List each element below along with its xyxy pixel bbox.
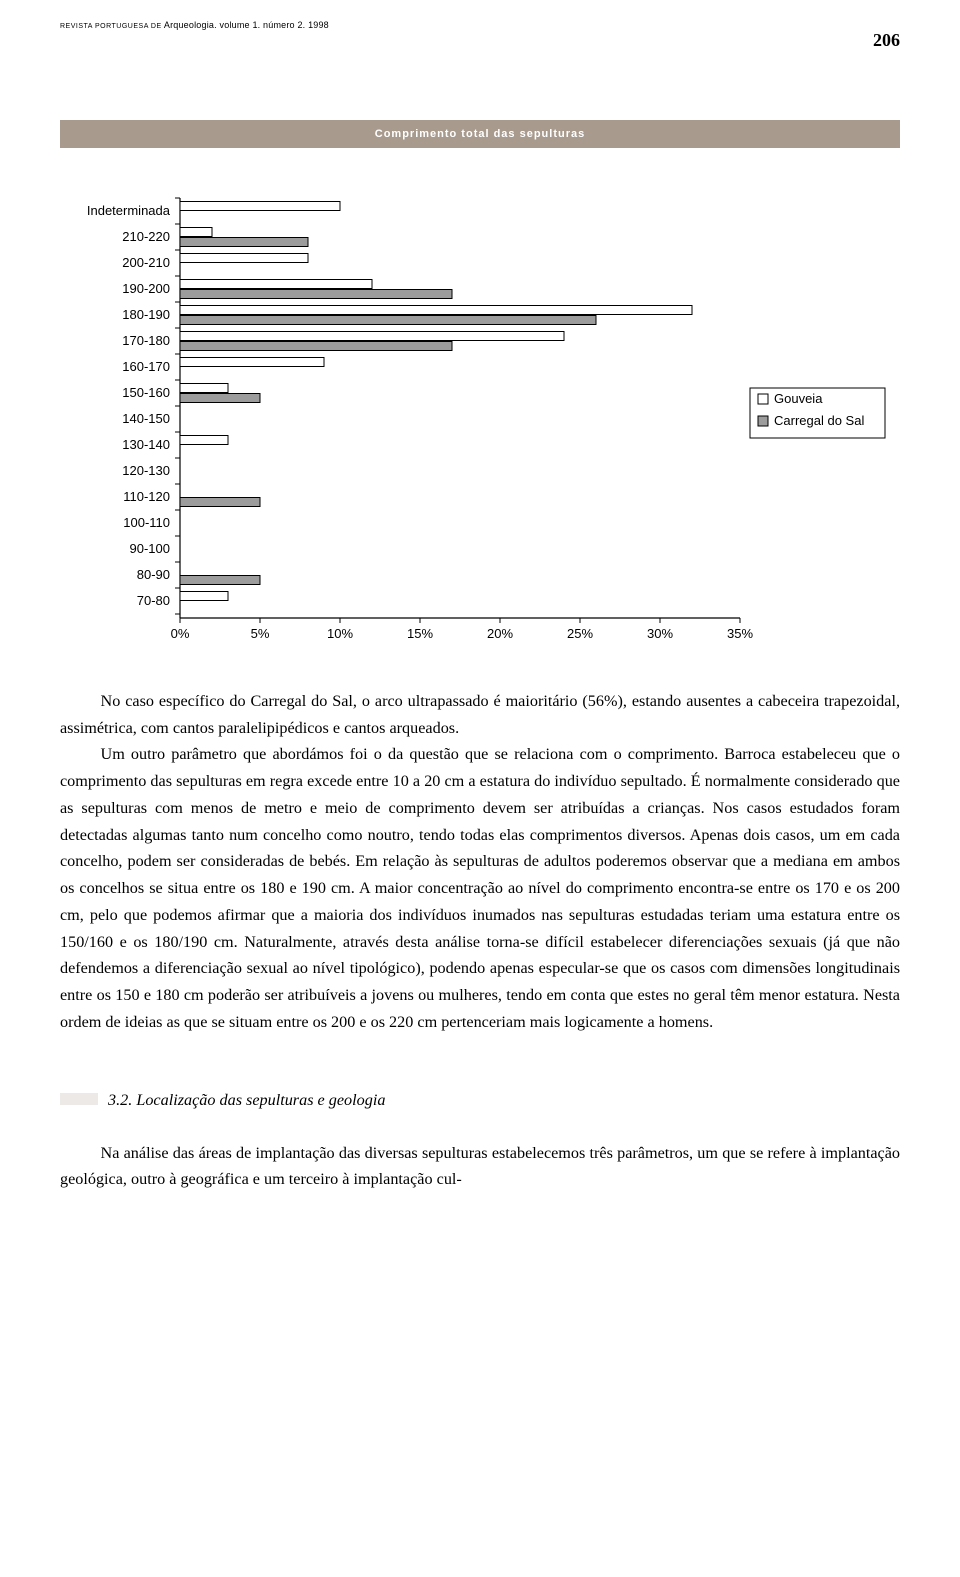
svg-text:130-140: 130-140 <box>122 437 170 452</box>
paragraph: Na análise das áreas de implantação das … <box>60 1140 900 1193</box>
legend-swatch <box>758 416 768 426</box>
bar-chart: Indeterminada 210-220 200-210 190-200 180-19… <box>60 188 900 648</box>
bar <box>180 592 228 601</box>
svg-text:0%: 0% <box>171 626 190 641</box>
svg-text:190-200: 190-200 <box>122 281 170 296</box>
subheading-number: 3.2. <box>108 1091 132 1109</box>
bar <box>180 202 340 211</box>
svg-text:20%: 20% <box>487 626 513 641</box>
bar <box>180 576 260 585</box>
journal-prefix: REVISTA PORTUGUESA DE <box>60 23 162 30</box>
chart-title: Comprimento total das sepulturas <box>375 128 585 140</box>
running-header: REVISTA PORTUGUESA DE Arqueologia. volum… <box>60 20 900 30</box>
svg-text:25%: 25% <box>567 626 593 641</box>
bar <box>180 358 324 367</box>
subheading-text: 3.2. Localização das sepulturas e geolog… <box>108 1091 385 1110</box>
svg-text:160-170: 160-170 <box>122 359 170 374</box>
svg-text:140-150: 140-150 <box>122 411 170 426</box>
subheading: 3.2. Localização das sepulturas e geolog… <box>60 1091 900 1110</box>
svg-text:210-220: 210-220 <box>122 229 170 244</box>
svg-text:10%: 10% <box>327 626 353 641</box>
svg-text:170-180: 170-180 <box>122 333 170 348</box>
svg-text:35%: 35% <box>727 626 753 641</box>
svg-text:30%: 30% <box>647 626 673 641</box>
subheading-marker <box>60 1093 98 1105</box>
svg-text:100-110: 100-110 <box>123 515 170 530</box>
bar <box>180 332 564 341</box>
body-text-after: Na análise das áreas de implantação das … <box>60 1140 900 1193</box>
paragraph: No caso específico do Carregal do Sal, o… <box>60 688 900 741</box>
chart-area: Indeterminada 210-220 200-210 190-200 180-19… <box>60 188 900 648</box>
svg-text:5%: 5% <box>251 626 270 641</box>
bar <box>180 384 228 393</box>
svg-text:80-90: 80-90 <box>137 567 170 582</box>
bar <box>180 436 228 445</box>
body-text: No caso específico do Carregal do Sal, o… <box>60 688 900 1036</box>
page: REVISTA PORTUGUESA DE Arqueologia. volum… <box>0 0 960 1577</box>
chart-title-bar: Comprimento total das sepulturas <box>60 120 900 148</box>
svg-text:150-160: 150-160 <box>122 385 170 400</box>
svg-text:120-130: 120-130 <box>122 463 170 478</box>
svg-text:180-190: 180-190 <box>122 307 170 322</box>
svg-text:15%: 15% <box>407 626 433 641</box>
svg-text:110-120: 110-120 <box>123 489 170 504</box>
svg-text:70-80: 70-80 <box>137 593 170 608</box>
page-number: 206 <box>873 30 900 51</box>
legend-label: Carregal do Sal <box>774 413 864 428</box>
bar <box>180 280 372 289</box>
svg-text:200-210: 200-210 <box>122 255 170 270</box>
bar <box>180 316 596 325</box>
svg-text:90-100: 90-100 <box>130 541 170 556</box>
bar <box>180 254 308 263</box>
bar <box>180 342 452 351</box>
legend-label: Gouveia <box>774 391 823 406</box>
bar <box>180 394 260 403</box>
journal-title: Arqueologia <box>164 20 214 30</box>
paragraph: Um outro parâmetro que abordámos foi o d… <box>60 741 900 1035</box>
journal-volume: . volume 1. número 2. 1998 <box>214 20 329 30</box>
svg-text:Indeterminada: Indeterminada <box>87 203 171 218</box>
legend-swatch <box>758 394 768 404</box>
bar <box>180 290 452 299</box>
bar <box>180 306 692 315</box>
subheading-title: Localização das sepulturas e geologia <box>136 1091 385 1109</box>
bar <box>180 498 260 507</box>
bar <box>180 228 212 237</box>
bar <box>180 238 308 247</box>
